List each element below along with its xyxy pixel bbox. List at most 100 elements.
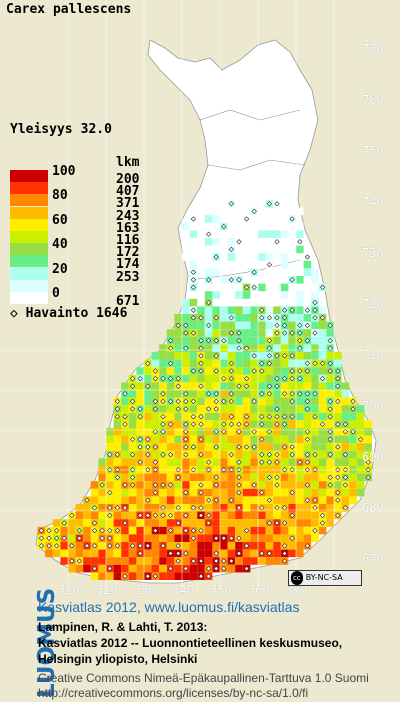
occurrence-cell <box>288 428 296 436</box>
occurrence-cell <box>189 382 198 390</box>
observation-marker <box>335 375 341 382</box>
observation-marker <box>327 322 333 329</box>
occurrence-cell <box>189 207 198 216</box>
occurrence-cell <box>349 481 357 489</box>
y-tick-label: 740 <box>362 195 384 209</box>
occurrence-cell <box>151 534 160 542</box>
occurrence-cell <box>227 382 236 390</box>
legend-percent: 40 <box>52 237 68 253</box>
observation-marker <box>259 315 265 321</box>
observation-marker <box>213 337 219 344</box>
license-badge[interactable]: cc BY-NC-SA <box>288 570 362 586</box>
observation-marker <box>137 444 143 450</box>
occurrence-cell <box>136 473 144 482</box>
occurrence-cell <box>288 435 296 444</box>
occurrence-cell <box>106 549 114 558</box>
occurrence-cell <box>220 481 228 489</box>
occurrence-cell <box>258 329 266 337</box>
observation-marker <box>304 482 311 488</box>
occurrence-cell <box>280 458 289 466</box>
observation-marker <box>327 406 333 412</box>
occurrence-cell <box>250 306 258 314</box>
occurrence-cell <box>318 496 327 504</box>
occurrence-cell <box>265 435 274 444</box>
observation-marker <box>304 459 311 465</box>
occurrence-cell <box>174 481 182 489</box>
occurrence-cell <box>303 329 312 337</box>
observation-marker <box>266 413 273 420</box>
observation-marker <box>251 353 257 359</box>
observation-marker <box>53 535 60 541</box>
observation-marker <box>137 459 143 465</box>
occurrence-cell <box>356 488 365 497</box>
occurrence-cell <box>212 450 220 459</box>
occurrence-cell <box>235 519 243 527</box>
observation-marker <box>205 322 212 329</box>
observation-marker <box>167 337 174 344</box>
observation-marker <box>152 573 159 579</box>
occurrence-cell <box>144 481 152 489</box>
observation-marker <box>297 368 303 374</box>
observation-marker <box>342 421 349 427</box>
occurrence-cell <box>296 291 304 299</box>
occurrence-cell <box>318 481 327 489</box>
observation-marker <box>213 474 219 481</box>
occurrence-cell <box>136 488 144 497</box>
observation-marker <box>190 284 197 291</box>
observation-marker <box>228 360 235 367</box>
observation-marker <box>327 413 333 420</box>
observation-marker <box>198 558 204 564</box>
occurrence-cell <box>182 534 190 542</box>
observation-marker <box>122 421 128 427</box>
occurrence-cell <box>227 564 236 573</box>
observation-marker <box>213 429 219 435</box>
observation-marker <box>167 375 174 382</box>
occurrence-cell <box>296 260 304 269</box>
occurrence-cell <box>144 534 152 542</box>
observation-marker <box>221 558 227 564</box>
occurrence-cell <box>227 405 236 413</box>
observation-marker <box>274 330 280 336</box>
atlas-title-link[interactable]: Kasviatlas 2012, www.luomus.fi/kasviatla… <box>38 599 300 615</box>
observation-marker <box>175 520 181 526</box>
occurrence-cell <box>121 534 129 542</box>
occurrence-cell <box>265 329 274 337</box>
occurrence-cell <box>296 526 304 535</box>
occurrence-cell <box>356 412 365 421</box>
occurrence-cell <box>273 511 281 520</box>
observation-marker <box>266 451 273 458</box>
observation-marker <box>38 535 45 541</box>
observation-marker <box>198 436 204 443</box>
grid-lines <box>0 0 400 590</box>
occurrence-cell <box>311 321 319 330</box>
occurrence-cell <box>136 564 144 573</box>
observation-marker <box>319 375 326 382</box>
occurrence-cell <box>204 542 213 550</box>
observation-marker <box>289 375 295 382</box>
occurrence-cell <box>128 534 137 542</box>
observation-marker <box>114 527 121 534</box>
observation-marker <box>289 413 295 420</box>
occurrence-cell <box>151 352 160 360</box>
occurrence-cell <box>204 412 213 421</box>
occurrence-cell <box>288 336 296 345</box>
occurrence-cell <box>311 405 319 413</box>
occurrence-cell <box>311 344 319 352</box>
observation-marker <box>183 398 189 405</box>
observation-marker <box>190 535 197 541</box>
occurrence-cell <box>136 557 144 565</box>
occurrence-cell <box>349 450 357 459</box>
observation-marker <box>99 527 105 534</box>
occurrence-cell <box>349 496 357 504</box>
occurrence-cell <box>98 488 106 497</box>
observation-marker <box>183 489 189 496</box>
occurrence-cell <box>151 390 160 398</box>
observation-marker <box>160 398 166 405</box>
observation-marker <box>221 398 227 405</box>
legend-count: 371 <box>116 196 140 212</box>
license-line-2[interactable]: http://creativecommons.org/licenses/by-n… <box>38 686 309 700</box>
occurrence-cell <box>144 519 152 527</box>
observation-marker <box>213 315 219 321</box>
observation-marker <box>114 406 121 412</box>
observation-marker <box>183 322 189 329</box>
